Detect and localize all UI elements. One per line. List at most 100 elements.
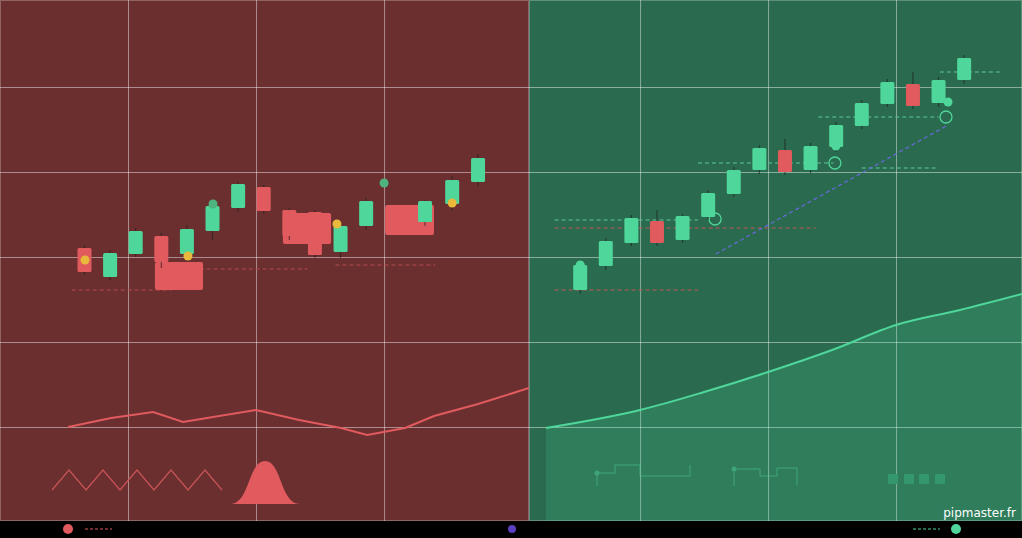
candle [308, 210, 322, 258]
candle-body [855, 103, 869, 126]
candle [77, 245, 91, 275]
candle [957, 55, 971, 84]
y-grid [0, 88, 529, 428]
candle [418, 200, 432, 226]
candle [676, 214, 690, 243]
candle [752, 145, 766, 174]
level-line [335, 265, 435, 266]
candle-body [206, 206, 220, 231]
candle-body [231, 184, 245, 208]
candle-body [471, 158, 485, 182]
candle [804, 143, 818, 173]
x-grid-tick [384, 0, 385, 521]
panel-background [0, 0, 529, 521]
grid-line [256, 0, 257, 521]
y-grid-tick [0, 342, 529, 343]
zone [155, 262, 203, 290]
marker [448, 199, 457, 208]
marker [940, 111, 952, 123]
candle-body [282, 210, 296, 236]
bar-dash [913, 529, 940, 530]
marker [944, 98, 953, 107]
candle-body [154, 236, 168, 262]
panel-background [529, 0, 1022, 521]
indicator-line [546, 294, 1022, 428]
marks [546, 55, 1022, 521]
candle [103, 250, 117, 280]
candle-body [308, 212, 322, 255]
plot-frame [1, 1, 529, 521]
candle-body [334, 226, 348, 252]
candle-body [77, 248, 91, 272]
indicator-area [546, 294, 1022, 521]
grid-line [0, 342, 529, 343]
candle [359, 198, 373, 230]
bar-dot [951, 524, 961, 534]
grid-line [529, 172, 1022, 173]
candle-body [359, 201, 373, 226]
x-grid-tick [256, 0, 257, 521]
candle [471, 154, 485, 186]
candle-body [752, 148, 766, 170]
candle-body [880, 82, 894, 104]
grid-line [0, 87, 529, 88]
marker [81, 256, 90, 265]
candle [650, 210, 664, 246]
candle-body [129, 231, 143, 254]
candle-body [418, 201, 432, 222]
candle [624, 215, 638, 246]
marker [829, 157, 841, 169]
y-grid-tick [529, 172, 1022, 173]
plot-frame [530, 1, 1022, 521]
candle-body [599, 241, 613, 266]
candle [129, 228, 143, 257]
candle-body [676, 216, 690, 240]
candle-body [650, 221, 664, 243]
level-line [862, 168, 939, 169]
candle-body [103, 253, 117, 277]
marker [209, 200, 218, 209]
candle [257, 185, 271, 214]
candle [855, 100, 869, 129]
bar-dot [508, 525, 516, 533]
level-line [200, 269, 308, 270]
canvas: pipmaster.fr [0, 0, 1022, 538]
grid-line [128, 0, 129, 521]
y-grid-tick [0, 172, 529, 173]
candle [906, 72, 920, 109]
candle-body [804, 146, 818, 170]
bar-dash [85, 529, 112, 530]
level-line [940, 72, 1003, 73]
candle [445, 176, 459, 210]
marker [183, 252, 192, 261]
indicator-line [68, 388, 529, 435]
candle [880, 79, 894, 107]
candle [154, 233, 168, 268]
marker [380, 179, 389, 188]
marks [52, 154, 529, 504]
candle-body [932, 80, 946, 103]
candle-body [624, 218, 638, 243]
candle-body [957, 58, 971, 80]
decoration-zigzag [52, 470, 222, 490]
candle-body [778, 150, 792, 172]
candle [727, 167, 741, 197]
grid-line [384, 0, 385, 521]
candle [599, 238, 613, 270]
grid-line [0, 172, 529, 173]
panel [529, 0, 1022, 521]
footer-text: pipmaster.fr [943, 506, 1016, 520]
candle [282, 208, 296, 240]
candle-body [257, 187, 271, 211]
y-grid-tick [529, 87, 1022, 88]
x-grid [129, 0, 385, 521]
y-grid-tick [0, 427, 529, 428]
marker [831, 142, 840, 151]
bar-dot [63, 524, 73, 534]
candle [231, 182, 245, 212]
bar-background [0, 521, 1022, 538]
grid-line [529, 87, 1022, 88]
decoration-bell [230, 461, 300, 504]
bottom-bar [0, 521, 1022, 538]
candle-body [727, 170, 741, 194]
